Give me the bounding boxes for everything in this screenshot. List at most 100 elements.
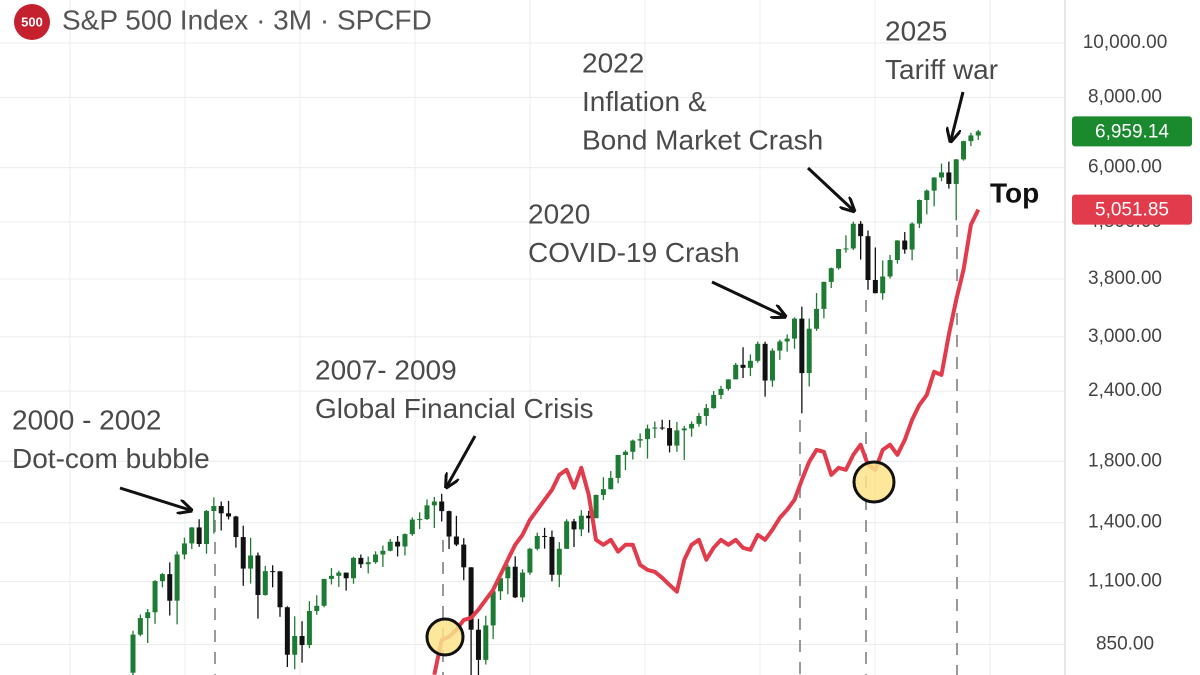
annotation: Tariff war (885, 54, 998, 85)
candle-body (351, 557, 356, 579)
annotation: Dot-com bubble (12, 443, 210, 474)
price-tag (1072, 194, 1192, 225)
candle-body (468, 567, 474, 630)
arrow (806, 166, 853, 210)
candle-body (740, 364, 746, 368)
candle-body (542, 535, 548, 537)
candle-body (939, 172, 944, 178)
highlight-circle (425, 617, 465, 657)
candle-body (843, 248, 849, 250)
candle-body (850, 223, 856, 249)
candle-body (328, 575, 334, 579)
y-tick-label: 10,000.00 (1083, 32, 1168, 53)
candle-body (586, 515, 592, 519)
candle-body (872, 280, 878, 294)
candle-body (865, 236, 871, 281)
candle-body (916, 199, 922, 224)
arrows (119, 91, 965, 510)
candle-body (277, 571, 283, 608)
candle-body (240, 537, 246, 569)
arrow (951, 91, 965, 140)
price-tag-label: 5,051.85 (1095, 200, 1169, 221)
candle-body (784, 338, 790, 342)
candle-body (483, 625, 489, 660)
annotation: 2020 (528, 198, 590, 229)
annotation: 2022 (582, 47, 644, 78)
candle-body (490, 591, 496, 626)
candle-body (292, 635, 298, 655)
y-tick-label: 6,000.00 (1088, 157, 1162, 178)
arrow (711, 280, 784, 316)
candle-body (667, 428, 673, 446)
candle-body (520, 572, 526, 598)
candle-body (380, 550, 386, 555)
candle-body (211, 506, 217, 511)
y-tick-label: 3,000.00 (1088, 326, 1162, 347)
candle-body (152, 581, 158, 613)
candle-body (755, 343, 761, 361)
candle-body (226, 513, 232, 517)
candle-body (674, 430, 680, 446)
candle-body (137, 618, 143, 635)
candle-body (189, 527, 195, 544)
candle-body (814, 308, 820, 329)
candle-body (233, 516, 239, 538)
candle-body (130, 634, 136, 673)
candle-body (858, 223, 864, 237)
candle-body (615, 454, 621, 478)
candle-body (953, 159, 959, 184)
candle-body (556, 548, 562, 575)
annotation: Bond Market Crash (582, 124, 823, 155)
overlay-line (432, 208, 981, 675)
candle-body (248, 555, 254, 569)
candle-body (564, 521, 570, 549)
candle-body (402, 534, 408, 547)
candle-body (387, 541, 393, 551)
candle-body (167, 574, 173, 601)
price-axis (1065, 0, 1200, 675)
candle-body (769, 350, 775, 381)
candle-body (336, 572, 342, 576)
badge (14, 4, 50, 40)
candle-body (343, 572, 349, 579)
candle-body (762, 343, 768, 381)
y-tick-label: 1,400.00 (1088, 512, 1162, 533)
candle-body (270, 571, 276, 573)
annotation: Global Financial Crisis (315, 393, 594, 424)
candle-body (887, 259, 893, 277)
candle-body (608, 477, 614, 490)
candle-body (725, 379, 731, 389)
candle-body (145, 612, 151, 619)
annotation: COVID-19 Crash (528, 237, 740, 268)
candle-body (747, 360, 753, 368)
candle-body (461, 544, 467, 568)
candle-body (527, 548, 533, 573)
arrow (447, 435, 477, 486)
candle-body (593, 494, 599, 519)
candle-body (431, 501, 437, 506)
grid (0, 0, 1065, 675)
price-tag-label: 6,959.14 (1095, 121, 1169, 142)
candle-body (218, 506, 224, 514)
candle-body (395, 541, 401, 547)
annotation: 2007- 2009 (315, 354, 457, 385)
price-tag (1072, 116, 1192, 147)
candle-body (424, 505, 430, 520)
candle-body (159, 574, 165, 582)
candle-body (417, 519, 423, 521)
candle-body (622, 451, 628, 455)
y-tick-label: 1,800.00 (1088, 450, 1162, 471)
candle-body (799, 318, 805, 374)
annotation: 2025 (885, 15, 947, 46)
candle-body (409, 519, 415, 535)
candle-body (806, 328, 812, 374)
candle-body (578, 515, 584, 530)
candle-body (255, 555, 261, 595)
y-tick-label: 8,000.00 (1088, 86, 1162, 107)
candle-body (498, 578, 503, 592)
candle-body (946, 172, 952, 184)
candle-body (733, 364, 739, 380)
candle-body (689, 423, 695, 429)
candle-body (777, 341, 783, 351)
candle-body (358, 557, 364, 565)
